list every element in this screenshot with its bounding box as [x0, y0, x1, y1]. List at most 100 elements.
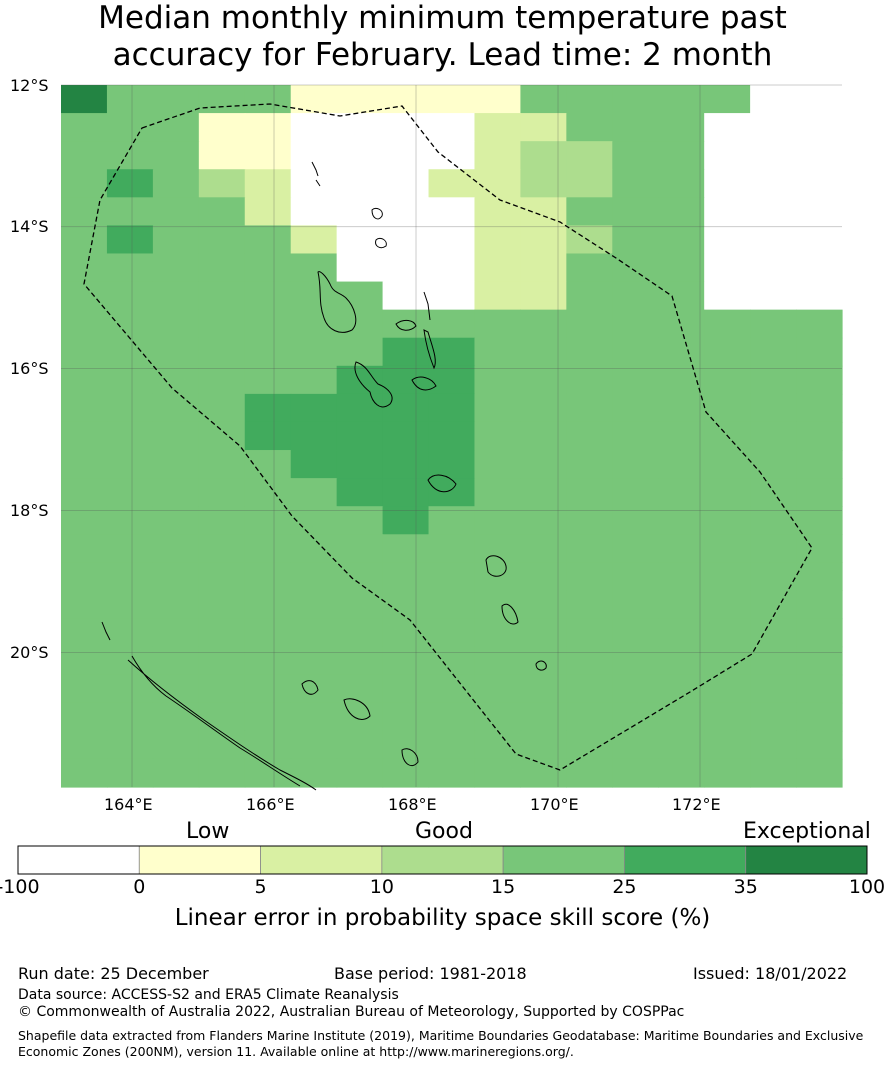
skill-cell — [428, 758, 476, 788]
skill-cell — [106, 365, 154, 395]
skill-cell — [566, 450, 613, 479]
skill-cell — [474, 590, 522, 620]
skill-cell — [382, 702, 430, 732]
skill-cell — [566, 421, 613, 451]
skill-cell — [612, 478, 659, 507]
skill-cell — [428, 421, 476, 451]
skill-cell — [382, 281, 430, 311]
skill-cell — [474, 113, 522, 142]
skill-cell — [152, 478, 200, 507]
lon-label-164e: 164°E — [104, 795, 153, 814]
skill-cell — [290, 702, 338, 732]
skill-cell — [704, 253, 751, 283]
colorbar-tick-label: 15 — [491, 876, 516, 898]
skill-cell — [520, 590, 567, 620]
skill-cell — [336, 450, 384, 479]
colorbar-tick-label: 0 — [133, 876, 146, 898]
skill-cell — [520, 730, 567, 760]
skill-cell — [474, 702, 522, 732]
skill-cell — [704, 534, 751, 563]
skill-cell — [612, 702, 659, 732]
skill-cell — [61, 393, 108, 423]
skill-cell — [382, 674, 430, 704]
skill-cell — [428, 590, 476, 620]
skill-cell — [152, 225, 200, 255]
colorbar-tick-label: 35 — [733, 876, 758, 898]
skill-cell — [566, 562, 613, 592]
skill-cell — [152, 197, 200, 226]
skill-cell — [658, 478, 705, 507]
skill-cell — [244, 618, 292, 648]
skill-cell — [382, 393, 430, 423]
skill-cell — [612, 506, 659, 535]
skill-cell — [244, 337, 292, 367]
skill-cell — [244, 225, 292, 255]
skill-cell — [106, 450, 154, 479]
skill-cell — [336, 758, 384, 788]
skill-cell — [566, 478, 613, 507]
skill-cell — [244, 506, 292, 535]
shapefile-credit-line-2: Economic Zones (200NM), version 11. Avai… — [18, 1044, 574, 1059]
skill-cell — [612, 197, 659, 226]
skill-cell — [336, 702, 384, 732]
skill-cell — [290, 450, 338, 479]
skill-cell — [336, 85, 384, 114]
skill-cell — [750, 281, 797, 311]
skill-cell — [61, 253, 108, 283]
skill-cell — [658, 730, 705, 760]
skill-cell — [612, 730, 659, 760]
skill-cell — [474, 85, 522, 114]
title-line-1: Median monthly minimum temperature past — [98, 0, 787, 36]
skill-cell — [796, 281, 843, 311]
skill-cell — [152, 337, 200, 367]
skill-cell — [290, 562, 338, 592]
skill-cell — [382, 506, 430, 535]
skill-cell — [796, 393, 843, 423]
skill-cell — [612, 281, 659, 311]
skill-cell — [750, 169, 797, 198]
skill-cell — [474, 421, 522, 451]
skill-cell — [198, 702, 246, 732]
skill-cell — [750, 197, 797, 226]
skill-cell — [336, 506, 384, 535]
skill-cell — [428, 225, 476, 255]
skill-cell — [566, 365, 613, 395]
skill-cell — [658, 85, 705, 114]
skill-cell — [658, 758, 705, 788]
skill-cell — [428, 337, 476, 367]
skill-cell — [336, 562, 384, 592]
skill-cell — [428, 169, 476, 198]
skill-cell — [290, 169, 338, 198]
skill-cell — [520, 309, 567, 339]
skill-cell — [658, 450, 705, 479]
skill-cell — [152, 758, 200, 788]
skill-cell — [290, 281, 338, 311]
skill-cell — [382, 253, 430, 283]
skill-cell — [520, 506, 567, 535]
skill-cell — [474, 197, 522, 226]
skill-cell — [750, 590, 797, 620]
skill-cell — [704, 590, 751, 620]
skill-cell — [750, 618, 797, 648]
data-source: Data source: ACCESS-S2 and ERA5 Climate … — [18, 987, 399, 1003]
island-tanna — [501, 603, 519, 625]
skill-cell — [612, 337, 659, 367]
skill-cell — [474, 730, 522, 760]
skill-cell — [704, 85, 751, 114]
skill-cell — [566, 730, 613, 760]
skill-cell — [474, 169, 522, 198]
skill-cell — [704, 225, 751, 255]
skill-cell — [382, 365, 430, 395]
copyright: © Commonwealth of Australia 2022, Austra… — [18, 1004, 685, 1020]
skill-cell — [428, 309, 476, 339]
skill-cell — [244, 590, 292, 620]
skill-cell — [750, 309, 797, 339]
skill-cell — [290, 309, 338, 339]
skill-cell — [658, 337, 705, 367]
skill-cell — [152, 85, 200, 114]
colorbar-category-exceptional: Exceptional — [743, 819, 871, 844]
skill-cell — [290, 730, 338, 760]
skill-cell — [474, 281, 522, 311]
skill-cell — [796, 758, 843, 788]
skill-cell — [152, 702, 200, 732]
